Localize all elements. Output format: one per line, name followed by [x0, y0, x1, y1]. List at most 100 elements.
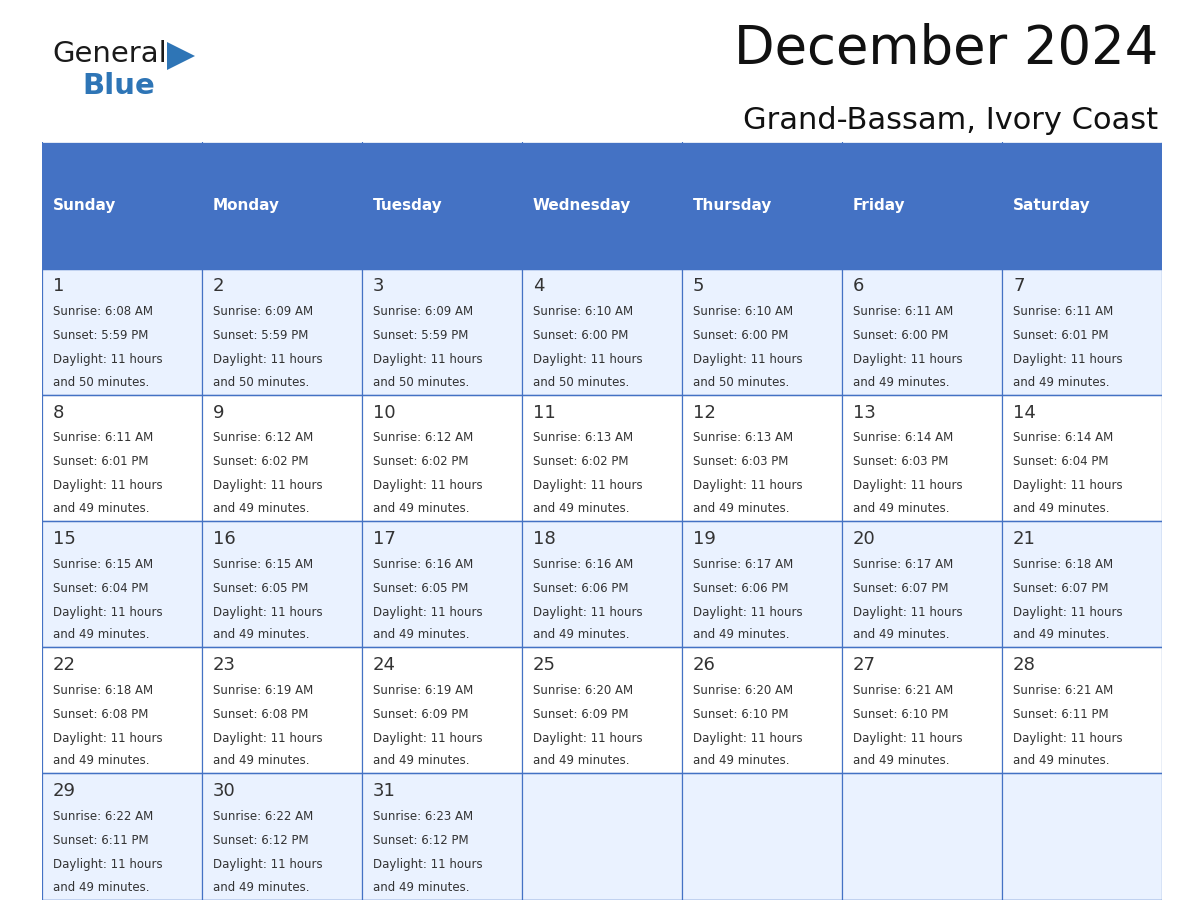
Text: and 50 minutes.: and 50 minutes.	[373, 375, 469, 389]
Text: and 49 minutes.: and 49 minutes.	[853, 755, 949, 767]
Text: 18: 18	[533, 530, 556, 548]
Bar	[682, 521, 842, 647]
Text: Daylight: 11 hours: Daylight: 11 hours	[213, 606, 322, 619]
Text: Sunset: 6:07 PM: Sunset: 6:07 PM	[853, 582, 948, 595]
Text: 11: 11	[533, 404, 556, 421]
Text: Sunrise: 6:09 AM: Sunrise: 6:09 AM	[213, 305, 312, 319]
Text: 22: 22	[52, 656, 76, 674]
Text: Sunset: 6:04 PM: Sunset: 6:04 PM	[1013, 455, 1108, 468]
Text: and 50 minutes.: and 50 minutes.	[52, 375, 148, 389]
Text: Sunset: 6:03 PM: Sunset: 6:03 PM	[693, 455, 789, 468]
Bar	[522, 142, 682, 269]
Bar	[361, 269, 522, 395]
Text: and 49 minutes.: and 49 minutes.	[693, 502, 790, 515]
Bar	[1001, 647, 1162, 773]
Text: and 50 minutes.: and 50 minutes.	[533, 375, 630, 389]
Text: Sunset: 6:00 PM: Sunset: 6:00 PM	[693, 330, 789, 342]
Text: Sunrise: 6:20 AM: Sunrise: 6:20 AM	[533, 684, 633, 697]
Text: 16: 16	[213, 530, 235, 548]
Text: and 49 minutes.: and 49 minutes.	[1013, 755, 1110, 767]
Bar	[842, 142, 1001, 269]
Text: 12: 12	[693, 404, 716, 421]
Text: and 49 minutes.: and 49 minutes.	[52, 628, 150, 642]
Bar	[842, 773, 1001, 900]
Text: Sunset: 6:03 PM: Sunset: 6:03 PM	[853, 455, 948, 468]
Text: 4: 4	[533, 277, 544, 296]
Bar	[682, 647, 842, 773]
Polygon shape	[168, 42, 195, 70]
Text: and 49 minutes.: and 49 minutes.	[52, 880, 150, 894]
Text: Daylight: 11 hours: Daylight: 11 hours	[52, 353, 163, 366]
Bar	[202, 395, 361, 521]
Text: Sunset: 6:04 PM: Sunset: 6:04 PM	[52, 582, 148, 595]
Bar	[842, 395, 1001, 521]
Text: Sunset: 5:59 PM: Sunset: 5:59 PM	[52, 330, 148, 342]
Bar	[842, 647, 1001, 773]
Text: Sunrise: 6:14 AM: Sunrise: 6:14 AM	[853, 431, 953, 444]
Text: Wednesday: Wednesday	[533, 198, 631, 213]
Text: Sunrise: 6:11 AM: Sunrise: 6:11 AM	[52, 431, 153, 444]
Text: Sunset: 6:10 PM: Sunset: 6:10 PM	[693, 708, 789, 721]
Text: 23: 23	[213, 656, 236, 674]
Text: Sunrise: 6:10 AM: Sunrise: 6:10 AM	[533, 305, 633, 319]
Text: 26: 26	[693, 656, 716, 674]
Text: Sunset: 6:06 PM: Sunset: 6:06 PM	[693, 582, 789, 595]
Text: and 49 minutes.: and 49 minutes.	[373, 628, 469, 642]
Bar	[682, 395, 842, 521]
Bar	[361, 773, 522, 900]
Text: Sunrise: 6:22 AM: Sunrise: 6:22 AM	[213, 810, 314, 823]
Text: Sunrise: 6:15 AM: Sunrise: 6:15 AM	[52, 557, 153, 571]
Bar	[682, 269, 842, 395]
Text: Sunset: 6:06 PM: Sunset: 6:06 PM	[533, 582, 628, 595]
Text: 13: 13	[853, 404, 876, 421]
Text: and 49 minutes.: and 49 minutes.	[1013, 375, 1110, 389]
Text: Sunrise: 6:13 AM: Sunrise: 6:13 AM	[533, 431, 633, 444]
Text: Daylight: 11 hours: Daylight: 11 hours	[853, 606, 962, 619]
Text: Daylight: 11 hours: Daylight: 11 hours	[1013, 353, 1123, 366]
Bar	[361, 395, 522, 521]
Text: and 49 minutes.: and 49 minutes.	[213, 502, 309, 515]
Text: Saturday: Saturday	[1013, 198, 1091, 213]
Text: Daylight: 11 hours: Daylight: 11 hours	[533, 732, 643, 744]
Bar	[42, 142, 202, 269]
Text: Daylight: 11 hours: Daylight: 11 hours	[693, 732, 803, 744]
Text: Sunrise: 6:13 AM: Sunrise: 6:13 AM	[693, 431, 794, 444]
Text: Daylight: 11 hours: Daylight: 11 hours	[533, 606, 643, 619]
Bar	[842, 521, 1001, 647]
Bar	[42, 773, 202, 900]
Text: Sunset: 6:00 PM: Sunset: 6:00 PM	[533, 330, 628, 342]
Text: 3: 3	[373, 277, 385, 296]
Text: Tuesday: Tuesday	[373, 198, 443, 213]
Bar	[522, 647, 682, 773]
Text: Sunset: 6:11 PM: Sunset: 6:11 PM	[1013, 708, 1108, 721]
Text: Sunset: 6:12 PM: Sunset: 6:12 PM	[373, 834, 468, 847]
Bar	[842, 269, 1001, 395]
Text: Sunrise: 6:21 AM: Sunrise: 6:21 AM	[853, 684, 953, 697]
Text: Daylight: 11 hours: Daylight: 11 hours	[533, 479, 643, 492]
Text: Sunset: 6:08 PM: Sunset: 6:08 PM	[52, 708, 148, 721]
Text: Sunrise: 6:20 AM: Sunrise: 6:20 AM	[693, 684, 794, 697]
Text: Sunrise: 6:19 AM: Sunrise: 6:19 AM	[213, 684, 314, 697]
Text: and 49 minutes.: and 49 minutes.	[373, 755, 469, 767]
Text: Daylight: 11 hours: Daylight: 11 hours	[52, 479, 163, 492]
Text: Sunset: 6:02 PM: Sunset: 6:02 PM	[213, 455, 309, 468]
Bar	[202, 521, 361, 647]
Text: Sunrise: 6:17 AM: Sunrise: 6:17 AM	[853, 557, 953, 571]
Text: Sunrise: 6:18 AM: Sunrise: 6:18 AM	[1013, 557, 1113, 571]
Bar	[522, 773, 682, 900]
Bar	[522, 521, 682, 647]
Bar	[202, 773, 361, 900]
Text: 9: 9	[213, 404, 225, 421]
Text: Daylight: 11 hours: Daylight: 11 hours	[373, 858, 482, 871]
Text: Daylight: 11 hours: Daylight: 11 hours	[1013, 606, 1123, 619]
Text: 5: 5	[693, 277, 704, 296]
Text: Thursday: Thursday	[693, 198, 772, 213]
Text: and 50 minutes.: and 50 minutes.	[693, 375, 789, 389]
Text: and 49 minutes.: and 49 minutes.	[1013, 502, 1110, 515]
Text: 21: 21	[1013, 530, 1036, 548]
Text: Daylight: 11 hours: Daylight: 11 hours	[213, 353, 322, 366]
Bar	[202, 142, 361, 269]
Text: 25: 25	[533, 656, 556, 674]
Text: Sunrise: 6:10 AM: Sunrise: 6:10 AM	[693, 305, 794, 319]
Text: 14: 14	[1013, 404, 1036, 421]
